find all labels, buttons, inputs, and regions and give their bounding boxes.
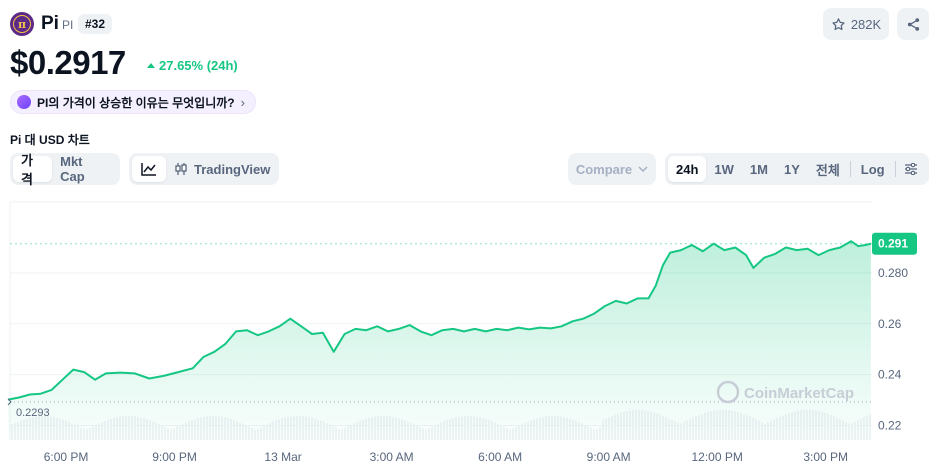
- tab-1m[interactable]: 1M: [749, 161, 768, 177]
- y-tick-label: 0.22: [878, 419, 902, 433]
- share-icon: [907, 17, 919, 31]
- current-price-label: 0.291: [878, 237, 908, 251]
- ai-question-text: PI의 가격이 상승한 이유는 무엇입니까?: [37, 95, 235, 110]
- compare-label: Compare: [575, 161, 633, 177]
- x-tick-label: 13 Mar: [264, 450, 301, 464]
- y-tick-label: 0.24: [878, 368, 902, 382]
- coin-symbol: PI: [62, 18, 74, 32]
- settings-sliders-icon: [904, 163, 917, 175]
- price-line: [8, 240, 872, 401]
- chart-type-tabs: 가격 Mkt Cap: [10, 153, 120, 187]
- chart-title: Pi 대 USD 차트: [10, 133, 90, 147]
- y-tick-label: 0.26: [878, 317, 902, 331]
- price-chart[interactable]: 0.280 0.26 0.24 0.22 0.2293 0.291 6:00 PM 9:00 …: [0, 200, 947, 465]
- tab-price[interactable]: 가격: [13, 153, 53, 187]
- x-tick-label: 6:00 PM: [44, 450, 89, 464]
- x-tick-label: 3:00 PM: [803, 450, 848, 464]
- watchlist-button[interactable]: 282K: [823, 8, 889, 40]
- cmc-logo-icon: [716, 380, 740, 404]
- tab-log[interactable]: Log: [860, 161, 885, 177]
- x-tick-label: 12:00 PM: [691, 450, 742, 464]
- chevron-right-icon: ›: [240, 94, 245, 110]
- line-chart-button[interactable]: [132, 156, 166, 182]
- tab-1y[interactable]: 1Y: [783, 161, 800, 177]
- watchlist-count: 282K: [850, 16, 882, 32]
- divider: [849, 161, 851, 177]
- price-chart-svg: 0.280 0.26 0.24 0.22 0.2293 0.291 6:00 PM 9:00 …: [7, 201, 917, 464]
- ai-question-pill[interactable]: PI의 가격이 상승한 이유는 무엇입니까? ›: [10, 90, 256, 114]
- pi-logo-glyph: π: [13, 15, 31, 33]
- time-range-tabs: 24h 1W 1M 1Y 전체 Log: [665, 153, 929, 185]
- star-icon: [832, 17, 845, 30]
- ai-sparkle-icon: [17, 95, 31, 109]
- tab-all[interactable]: 전체: [815, 162, 840, 178]
- coin-name: Pi: [41, 13, 59, 34]
- tradingview-button[interactable]: TradingView: [166, 156, 278, 182]
- current-price: $0.2917: [10, 44, 126, 81]
- share-button[interactable]: [897, 8, 929, 40]
- x-tick-label: 6:00 AM: [478, 450, 522, 464]
- rank-badge: #32: [78, 14, 113, 34]
- watermark-text: CoinMarketCap: [744, 385, 854, 402]
- x-tick-label: 9:00 PM: [152, 450, 197, 464]
- chevron-down-icon: [638, 166, 648, 172]
- triangle-up-icon: [147, 63, 155, 68]
- start-price-label: 0.2293: [16, 407, 50, 419]
- tab-mkt-cap[interactable]: Mkt Cap: [60, 154, 85, 184]
- candlestick-icon: [175, 163, 187, 175]
- x-tick-label: 3:00 AM: [370, 450, 414, 464]
- line-chart-icon: [141, 163, 156, 176]
- compare-dropdown[interactable]: Compare: [568, 153, 656, 185]
- start-marker-icon: [7, 398, 12, 406]
- x-tick-label: 9:00 AM: [587, 450, 631, 464]
- divider: [894, 161, 896, 177]
- coinmarketcap-watermark: CoinMarketCap: [716, 380, 854, 404]
- chart-settings-button[interactable]: [898, 156, 924, 182]
- tradingview-label: TradingView: [194, 161, 271, 177]
- tab-24h[interactable]: 24h: [668, 156, 707, 182]
- coin-logo: π: [10, 12, 34, 36]
- tab-1w[interactable]: 1W: [714, 161, 734, 177]
- current-price-tag: [872, 232, 917, 255]
- chart-view-tabs: TradingView: [129, 153, 279, 185]
- price-change: 27.65% (24h): [147, 58, 238, 73]
- price-change-value: 27.65% (24h): [159, 58, 238, 73]
- y-tick-label: 0.280: [878, 266, 908, 280]
- price-area: [8, 241, 871, 440]
